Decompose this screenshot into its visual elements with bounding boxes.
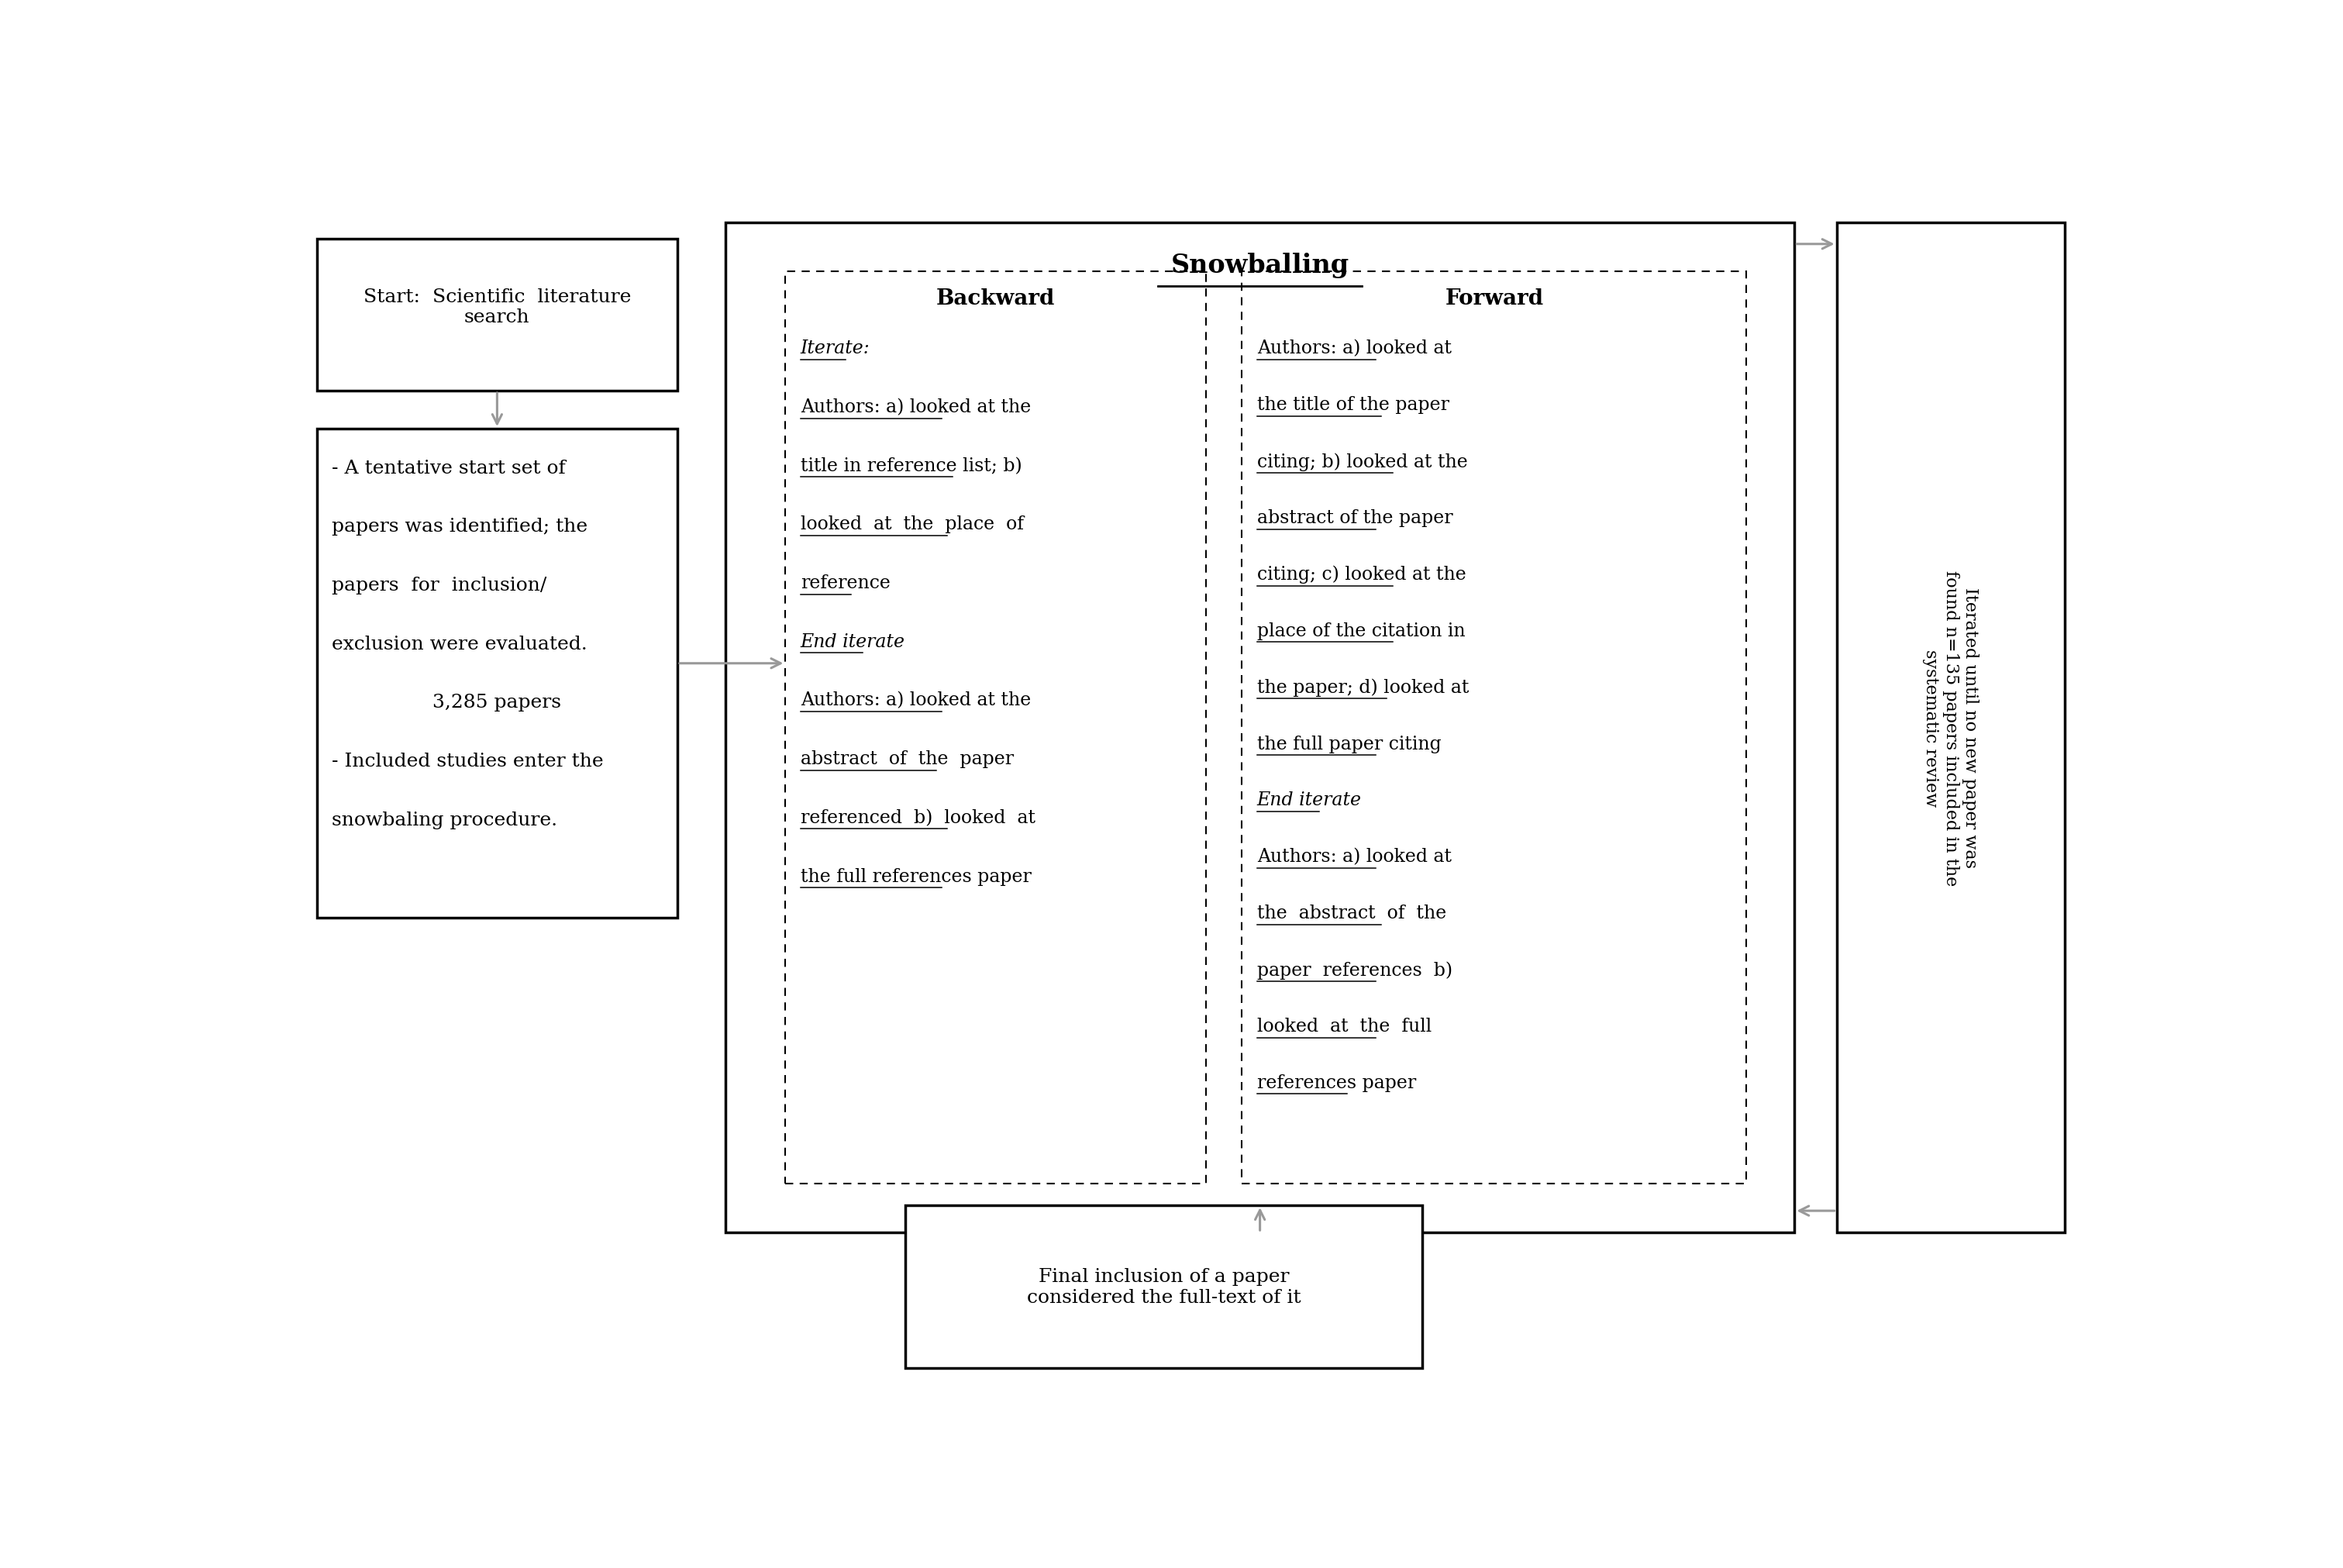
Text: citing; c) looked at the: citing; c) looked at the (1256, 566, 1467, 583)
Text: papers was identified; the: papers was identified; the (333, 517, 588, 536)
Text: exclusion were evaluated.: exclusion were evaluated. (333, 635, 588, 652)
Text: paper  references  b): paper references b) (1256, 961, 1453, 978)
Text: End iterate: End iterate (801, 633, 904, 651)
Text: looked  at  the  full: looked at the full (1256, 1018, 1432, 1035)
Text: referenced  b)  looked  at: referenced b) looked at (801, 809, 1036, 826)
Text: Authors: a) looked at: Authors: a) looked at (1256, 848, 1453, 866)
Text: references paper: references paper (1256, 1074, 1415, 1091)
FancyBboxPatch shape (785, 271, 1207, 1184)
Text: title in reference list; b): title in reference list; b) (801, 456, 1022, 475)
Text: looked  at  the  place  of: looked at the place of (801, 516, 1024, 533)
Text: 3,285 papers: 3,285 papers (433, 693, 562, 712)
Text: Snowballing: Snowballing (1172, 252, 1350, 279)
Text: End iterate: End iterate (1256, 792, 1361, 809)
Text: Authors: a) looked at the: Authors: a) looked at the (801, 398, 1031, 416)
Text: Backward: Backward (937, 289, 1054, 309)
Text: abstract of the paper: abstract of the paper (1256, 510, 1453, 527)
FancyBboxPatch shape (904, 1206, 1422, 1369)
Text: place of the citation in: place of the citation in (1256, 622, 1464, 640)
FancyBboxPatch shape (1837, 223, 2064, 1232)
Text: Iterate:: Iterate: (801, 340, 869, 358)
Text: the paper; d) looked at: the paper; d) looked at (1256, 679, 1469, 696)
Text: Start:  Scientific  literature
search: Start: Scientific literature search (363, 289, 630, 326)
Text: Authors: a) looked at: Authors: a) looked at (1256, 340, 1453, 358)
Text: - Included studies enter the: - Included studies enter the (333, 753, 604, 770)
Text: - A tentative start set of: - A tentative start set of (333, 459, 565, 477)
Text: Authors: a) looked at the: Authors: a) looked at the (801, 691, 1031, 709)
Text: abstract  of  the  paper: abstract of the paper (801, 750, 1015, 768)
Text: the  abstract  of  the: the abstract of the (1256, 905, 1446, 922)
FancyBboxPatch shape (316, 430, 677, 917)
FancyBboxPatch shape (726, 223, 1795, 1232)
Text: snowbaling procedure.: snowbaling procedure. (333, 811, 558, 828)
Text: Iterated until no new paper was
found n=135 papers included in the
systematic re: Iterated until no new paper was found n=… (1924, 571, 1980, 886)
Text: citing; b) looked at the: citing; b) looked at the (1256, 453, 1467, 470)
Text: the full paper citing: the full paper citing (1256, 735, 1441, 753)
Text: papers  for  inclusion/: papers for inclusion/ (333, 577, 546, 594)
Text: reference: reference (801, 574, 890, 593)
FancyBboxPatch shape (316, 240, 677, 390)
FancyBboxPatch shape (1242, 271, 1746, 1184)
Text: the title of the paper: the title of the paper (1256, 397, 1450, 414)
Text: Final inclusion of a paper
considered the full-text of it: Final inclusion of a paper considered th… (1026, 1269, 1300, 1306)
Text: Forward: Forward (1446, 289, 1544, 309)
Text: the full references paper: the full references paper (801, 867, 1031, 884)
